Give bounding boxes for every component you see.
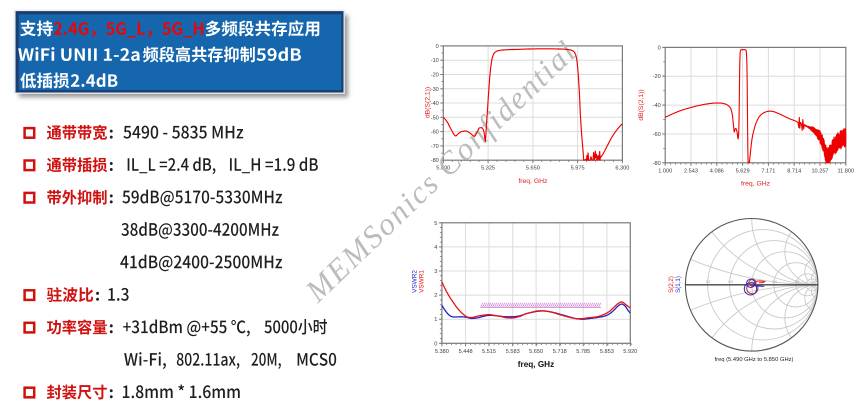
svg-text:1.000: 1.000 (658, 168, 672, 174)
svg-text:0.5: 0.5 (729, 280, 734, 284)
svg-text:-10: -10 (431, 58, 439, 64)
svg-text:-80: -80 (431, 158, 439, 164)
svg-text:11.800: 11.800 (837, 168, 854, 174)
svg-text:5.975: 5.975 (571, 166, 585, 172)
svg-text:0.2: 0.2 (706, 280, 711, 284)
svg-text:5.650: 5.650 (529, 349, 543, 355)
svg-text:5.629: 5.629 (736, 168, 750, 174)
svg-text:1.0: 1.0 (749, 280, 754, 284)
svg-text:-40: -40 (431, 101, 439, 107)
svg-text:5.583: 5.583 (506, 349, 520, 355)
svg-text:5: 5 (434, 221, 437, 227)
svg-text:5.0: 5.0 (795, 280, 800, 284)
svg-text:7.171: 7.171 (761, 168, 775, 174)
svg-text:VSWR2: VSWR2 (412, 270, 419, 293)
svg-text:-50: -50 (431, 115, 439, 121)
svg-text:-80: -80 (653, 161, 661, 167)
svg-text:2: 2 (434, 293, 437, 299)
svg-text:-20: -20 (653, 74, 661, 80)
svg-text:-60: -60 (431, 130, 439, 136)
svg-text:5.380: 5.380 (435, 349, 449, 355)
svg-text:4.086: 4.086 (710, 168, 724, 174)
svg-text:freq (5.490 GHz to 5.850 GHz): freq (5.490 GHz to 5.850 GHz) (715, 357, 794, 363)
svg-text:-60: -60 (653, 132, 661, 138)
svg-text:10.257: 10.257 (811, 168, 828, 174)
svg-text:8.714: 8.714 (787, 168, 801, 174)
svg-text:freq, GHz: freq, GHz (741, 181, 771, 188)
svg-text:3: 3 (434, 269, 437, 275)
svg-text:0: 0 (436, 44, 439, 50)
svg-text:5.785: 5.785 (576, 349, 590, 355)
svg-text:freq, GHz: freq, GHz (518, 178, 548, 185)
svg-text:-40: -40 (653, 103, 661, 109)
svg-text:-20: -20 (431, 73, 439, 79)
svg-text:5.920: 5.920 (623, 349, 637, 355)
svg-text:-30: -30 (431, 87, 439, 93)
svg-text:freq, GHz: freq, GHz (518, 360, 554, 369)
svg-text:5.325: 5.325 (481, 166, 495, 172)
svg-text:dB(S(2,1)): dB(S(2,1)) (638, 89, 645, 120)
svg-text:5.000: 5.000 (436, 166, 450, 172)
svg-text:5.853: 5.853 (600, 349, 614, 355)
svg-text:0: 0 (658, 45, 661, 51)
svg-text:5.650: 5.650 (526, 166, 540, 172)
svg-text:2.0: 2.0 (773, 280, 778, 284)
svg-text:2.543: 2.543 (684, 168, 698, 174)
svg-text:5.718: 5.718 (553, 349, 567, 355)
svg-text:VSWR1: VSWR1 (419, 270, 426, 293)
svg-text:5.515: 5.515 (482, 349, 496, 355)
svg-text:6.300: 6.300 (615, 166, 629, 172)
svg-text:-70: -70 (431, 144, 439, 150)
svg-text:0: 0 (434, 341, 437, 347)
svg-text:1: 1 (434, 317, 437, 323)
svg-text:S(1,1): S(1,1) (675, 276, 682, 293)
svg-text:S(2,2): S(2,2) (668, 276, 675, 293)
svg-text:4: 4 (434, 245, 437, 251)
svg-text:5.448: 5.448 (459, 349, 473, 355)
svg-text:dB(S(2,1)): dB(S(2,1)) (425, 87, 432, 118)
